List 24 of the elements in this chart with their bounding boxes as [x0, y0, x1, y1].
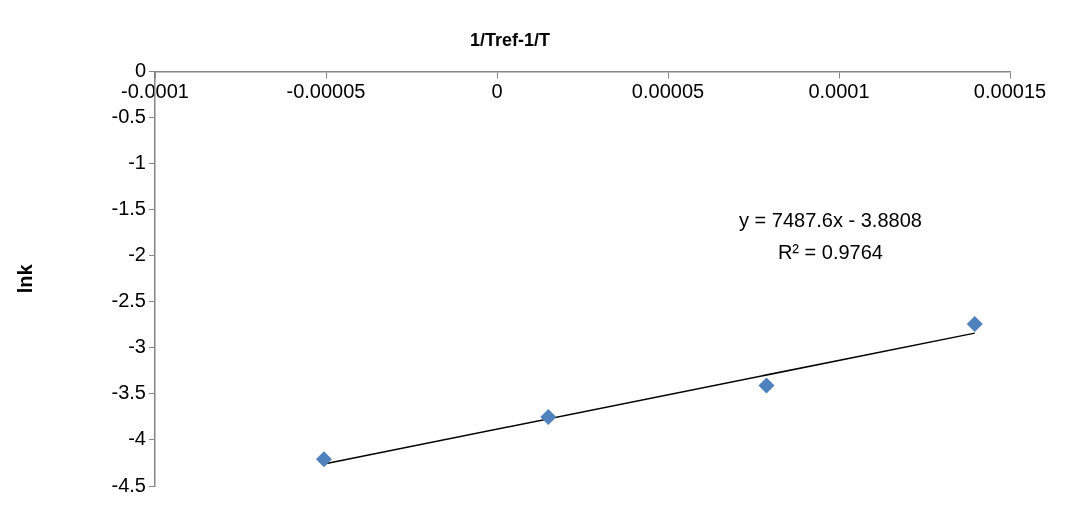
point [966, 315, 983, 332]
point [315, 451, 332, 468]
y-tick-label: 0 [134, 59, 146, 82]
y-tick-label: -4 [128, 427, 146, 450]
annotation: R² = 0.9764 [777, 241, 883, 264]
y-tick-label: -1 [128, 151, 146, 174]
x-tick-label: 0.00015 [973, 80, 1047, 103]
annotation: y = 7487.6x - 3.8808 [738, 209, 922, 232]
point [758, 377, 775, 394]
x-tick-label: -0.00005 [286, 80, 366, 103]
x-tick-label: 0 [491, 80, 503, 103]
y-tick-label: -1.5 [111, 197, 146, 220]
y-tick-label: -0.5 [111, 105, 146, 128]
x-tick-label: 0.0001 [808, 80, 870, 103]
x-tick-label: 0.00005 [631, 80, 705, 103]
y-tick-label: -3.5 [111, 381, 146, 404]
x-tick-label: -0.0001 [121, 80, 189, 103]
y-tick-label: -4.5 [111, 473, 146, 496]
y-tick-label: -3 [128, 335, 146, 358]
point [540, 408, 557, 425]
chart-title: 1/Tref-1/T [469, 29, 551, 50]
y-tick-label: -2.5 [111, 289, 146, 312]
y-tick-label: -2 [128, 243, 146, 266]
y-axis-title: lnk [13, 263, 36, 294]
